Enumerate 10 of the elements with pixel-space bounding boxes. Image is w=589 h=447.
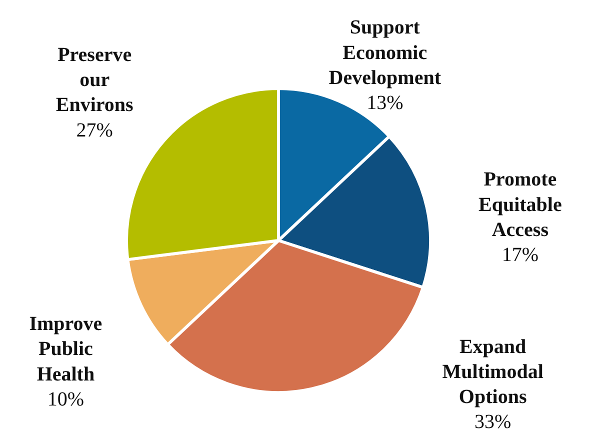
slice-label: Improve Public Health bbox=[29, 313, 102, 386]
slice-label: Preserve our Environs bbox=[56, 44, 134, 116]
data-label: 27% bbox=[76, 119, 113, 142]
slice-label: Promote Equitable Access bbox=[478, 168, 562, 241]
slice-label: Expand Multimodal Options bbox=[442, 336, 544, 408]
data-label: 13% bbox=[366, 92, 404, 114]
data-label: 17% bbox=[502, 244, 539, 266]
data-label: 33% bbox=[474, 411, 512, 434]
data-label: 10% bbox=[47, 388, 84, 410]
slice-label: Support Economic Development bbox=[328, 16, 442, 89]
